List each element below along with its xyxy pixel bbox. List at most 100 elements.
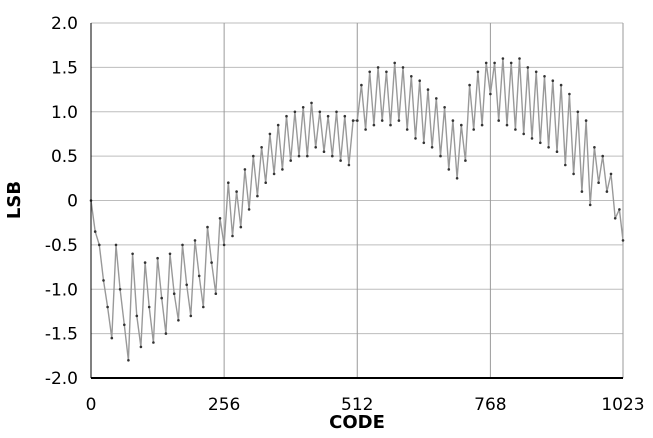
data-point <box>331 154 334 158</box>
data-point <box>576 110 580 114</box>
data-point <box>189 314 193 318</box>
data-point <box>555 150 559 153</box>
data-point <box>609 172 613 176</box>
data-point <box>289 159 293 162</box>
data-point <box>214 292 218 296</box>
x-tick-label: 0 <box>86 395 97 415</box>
data-point <box>389 123 392 127</box>
data-point <box>193 239 197 242</box>
data-point <box>368 70 372 74</box>
data-point <box>376 66 380 69</box>
data-point <box>618 208 621 211</box>
data-point <box>218 217 222 220</box>
data-point <box>364 128 367 131</box>
data-point <box>335 110 338 114</box>
data-point <box>534 70 538 74</box>
data-point <box>285 114 288 118</box>
data-point <box>139 345 143 349</box>
data-point <box>235 190 238 193</box>
data-point <box>414 137 417 140</box>
data-point <box>118 288 122 291</box>
data-point <box>93 230 97 233</box>
data-point <box>281 168 284 171</box>
data-point <box>310 101 313 105</box>
data-point <box>297 154 301 158</box>
data-point <box>181 243 184 247</box>
data-point <box>501 57 505 60</box>
data-point <box>143 261 147 264</box>
data-point <box>318 110 322 114</box>
data-point <box>397 119 401 122</box>
data-point <box>597 181 600 184</box>
data-point <box>439 154 442 158</box>
data-point <box>551 79 555 82</box>
data-point <box>272 172 276 176</box>
data-point <box>505 123 509 127</box>
data-point <box>410 75 413 78</box>
data-point <box>301 106 305 109</box>
data-point <box>613 217 617 220</box>
data-point <box>123 323 126 327</box>
y-tick-label: -1.0 <box>45 280 78 300</box>
y-tick-label: 2.0 <box>51 14 78 34</box>
data-point <box>268 132 272 136</box>
data-point <box>98 243 101 247</box>
y-tick-label: 0 <box>67 192 78 212</box>
data-point <box>247 208 251 211</box>
data-point <box>405 128 409 131</box>
data-point <box>455 177 459 180</box>
data-point <box>239 225 243 229</box>
y-tick-label: -2.0 <box>45 369 78 389</box>
data-point <box>401 66 405 69</box>
y-tick-label: -0.5 <box>45 236 78 256</box>
data-point <box>572 172 575 176</box>
data-point <box>131 252 134 256</box>
data-point <box>102 279 105 282</box>
data-point <box>426 88 430 91</box>
data-point <box>147 305 151 309</box>
data-point <box>380 119 384 122</box>
data-point <box>393 61 397 65</box>
data-point <box>177 319 180 322</box>
data-point <box>514 128 517 131</box>
data-point <box>356 119 359 122</box>
data-point <box>256 194 259 198</box>
data-point <box>110 336 114 340</box>
data-point <box>160 296 163 300</box>
y-tick-label: -1.5 <box>45 325 78 345</box>
data-point <box>568 92 571 96</box>
grid <box>91 22 624 378</box>
data-point <box>588 203 592 207</box>
data-point <box>185 283 188 287</box>
data-point <box>564 163 567 167</box>
data-point <box>152 341 155 344</box>
data-point <box>293 110 297 114</box>
data-point <box>547 146 550 149</box>
data-point <box>539 141 542 145</box>
data-point <box>476 70 480 74</box>
data-point <box>526 66 530 69</box>
data-point <box>360 83 363 87</box>
x-tick-label: 1023 <box>601 395 644 415</box>
data-point <box>197 274 201 278</box>
data-point <box>127 359 130 362</box>
data-point <box>264 181 268 184</box>
data-point <box>584 119 588 122</box>
x-tick-label: 512 <box>341 395 373 415</box>
data-point <box>252 154 255 158</box>
y-axis-label: LSB <box>4 181 25 219</box>
data-point <box>447 168 451 171</box>
data-point <box>114 243 118 247</box>
data-point <box>509 61 513 65</box>
y-tick-label: 0.5 <box>51 147 78 167</box>
y-tick-labels: 2.0 1.5 1.0 0.5 0 -0.5 -1.0 -1.5 -2.0 <box>45 14 78 389</box>
data-point <box>518 57 521 60</box>
data-point <box>164 332 168 335</box>
data-point <box>472 128 476 131</box>
data-point <box>106 305 109 309</box>
data-point <box>580 190 584 193</box>
data-point <box>468 83 471 87</box>
data-point <box>385 70 388 74</box>
data-point <box>460 123 463 127</box>
